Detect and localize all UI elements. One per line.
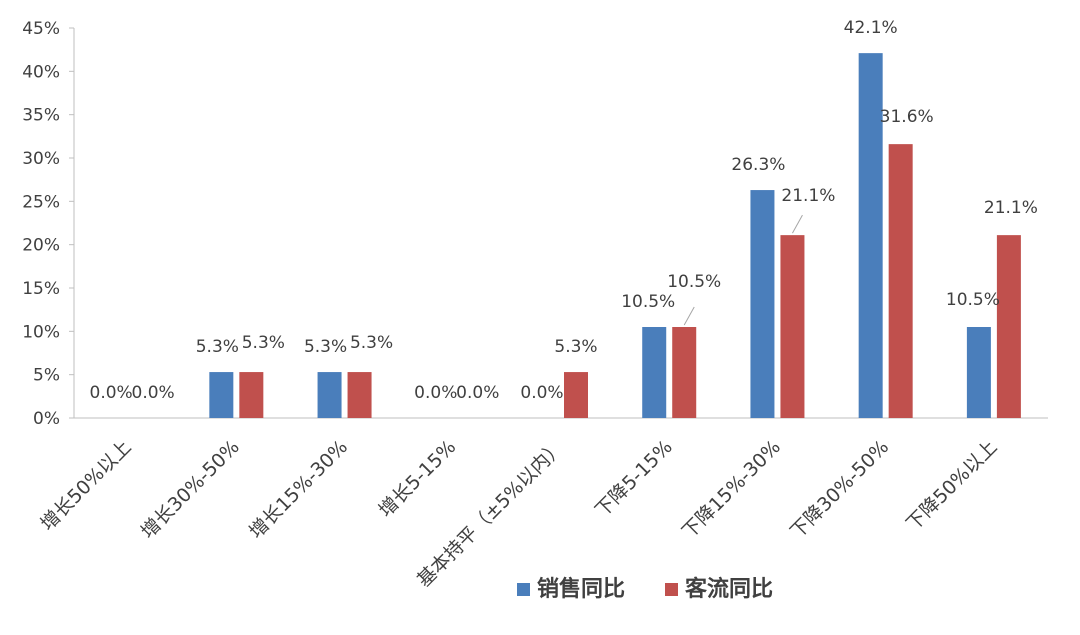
leader-line bbox=[683, 306, 695, 326]
bar-sales-7 bbox=[858, 53, 883, 419]
data-label-traffic-5: 10.5% bbox=[667, 272, 721, 292]
category-label-7: 下降30%-50% bbox=[786, 436, 893, 543]
y-tick-label: 10% bbox=[22, 322, 60, 342]
bar-traffic-1 bbox=[239, 372, 264, 418]
category-label-0: 增长50%以上 bbox=[36, 436, 135, 535]
data-label-sales-3: 0.0% bbox=[414, 383, 457, 403]
bars bbox=[209, 53, 1021, 419]
data-label-traffic-4: 5.3% bbox=[554, 337, 597, 357]
data-label-sales-2: 5.3% bbox=[304, 337, 347, 357]
bar-traffic-2 bbox=[347, 372, 372, 418]
y-tick-label: 20% bbox=[22, 236, 60, 256]
y-tick-label: 30% bbox=[22, 149, 60, 169]
y-tick-label: 45% bbox=[22, 19, 60, 39]
data-label-sales-0: 0.0% bbox=[90, 383, 133, 403]
leader-line bbox=[792, 214, 803, 234]
data-labels: 0.0%5.3% 5.3%0.0% 0.0%10.5%26.3%42.1%10.5%… bbox=[90, 18, 1038, 403]
x-axis-categories: 增长50%以上 增长30%-50% 增长15%-30% 增长5-15%基本持平（±5%… bbox=[36, 436, 1001, 592]
data-label-sales-7: 42.1% bbox=[844, 18, 898, 38]
y-tick-label: 15% bbox=[22, 279, 60, 299]
category-label-1: 增长30%-50% bbox=[137, 436, 244, 543]
category-label-5: 下降5-15% bbox=[591, 436, 677, 522]
data-label-traffic-2: 5.3% bbox=[350, 333, 393, 353]
bar-sales-1 bbox=[209, 372, 234, 418]
y-tick-label: 35% bbox=[22, 106, 60, 126]
data-label-traffic-3: 0.0% bbox=[456, 383, 499, 403]
bar-sales-6 bbox=[750, 190, 775, 418]
bar-sales-5 bbox=[642, 327, 667, 418]
data-label-traffic-1: 5.3% bbox=[242, 333, 285, 353]
category-label-2: 增长15%-30% bbox=[245, 436, 352, 543]
bar-traffic-8 bbox=[996, 235, 1021, 418]
y-tick-label: 5% bbox=[33, 366, 60, 386]
data-label-traffic-7: 31.6% bbox=[880, 107, 934, 127]
legend: 销售同比 客流同比 bbox=[517, 576, 773, 602]
bar-sales-8 bbox=[966, 327, 991, 418]
bar-traffic-4 bbox=[564, 372, 588, 418]
bar-traffic-5 bbox=[672, 327, 697, 418]
legend-label-sales: 销售同比 bbox=[537, 576, 625, 602]
y-tick-label: 25% bbox=[22, 192, 60, 212]
bar-sales-2 bbox=[317, 372, 342, 418]
y-tick-label: 40% bbox=[22, 62, 60, 82]
data-label-sales-8: 10.5% bbox=[946, 290, 1000, 310]
bar-traffic-6 bbox=[780, 235, 805, 418]
data-label-traffic-6: 21.1% bbox=[781, 186, 835, 206]
data-label-sales-1: 5.3% bbox=[196, 337, 239, 357]
data-label-sales-4: 0.0% bbox=[520, 383, 563, 403]
data-label-sales-5: 10.5% bbox=[621, 292, 675, 312]
y-tick-label: 0% bbox=[33, 409, 60, 429]
category-label-8: 下降50%以上 bbox=[902, 436, 1001, 535]
legend-label-traffic: 客流同比 bbox=[685, 576, 773, 602]
category-label-3: 增长5-15% bbox=[375, 436, 461, 522]
category-label-6: 下降15%-30% bbox=[678, 436, 785, 543]
legend-swatch-sales bbox=[517, 583, 530, 596]
legend-swatch-traffic bbox=[665, 583, 678, 596]
data-label-sales-6: 26.3% bbox=[731, 155, 785, 175]
data-label-traffic-8: 21.1% bbox=[984, 198, 1038, 218]
bar-traffic-7 bbox=[888, 144, 913, 418]
y-axis: 0% 5% 10% 15% 20% 25% 30% 35% 40% 45% bbox=[22, 19, 1048, 429]
data-label-traffic-0: 0.0% bbox=[132, 383, 175, 403]
